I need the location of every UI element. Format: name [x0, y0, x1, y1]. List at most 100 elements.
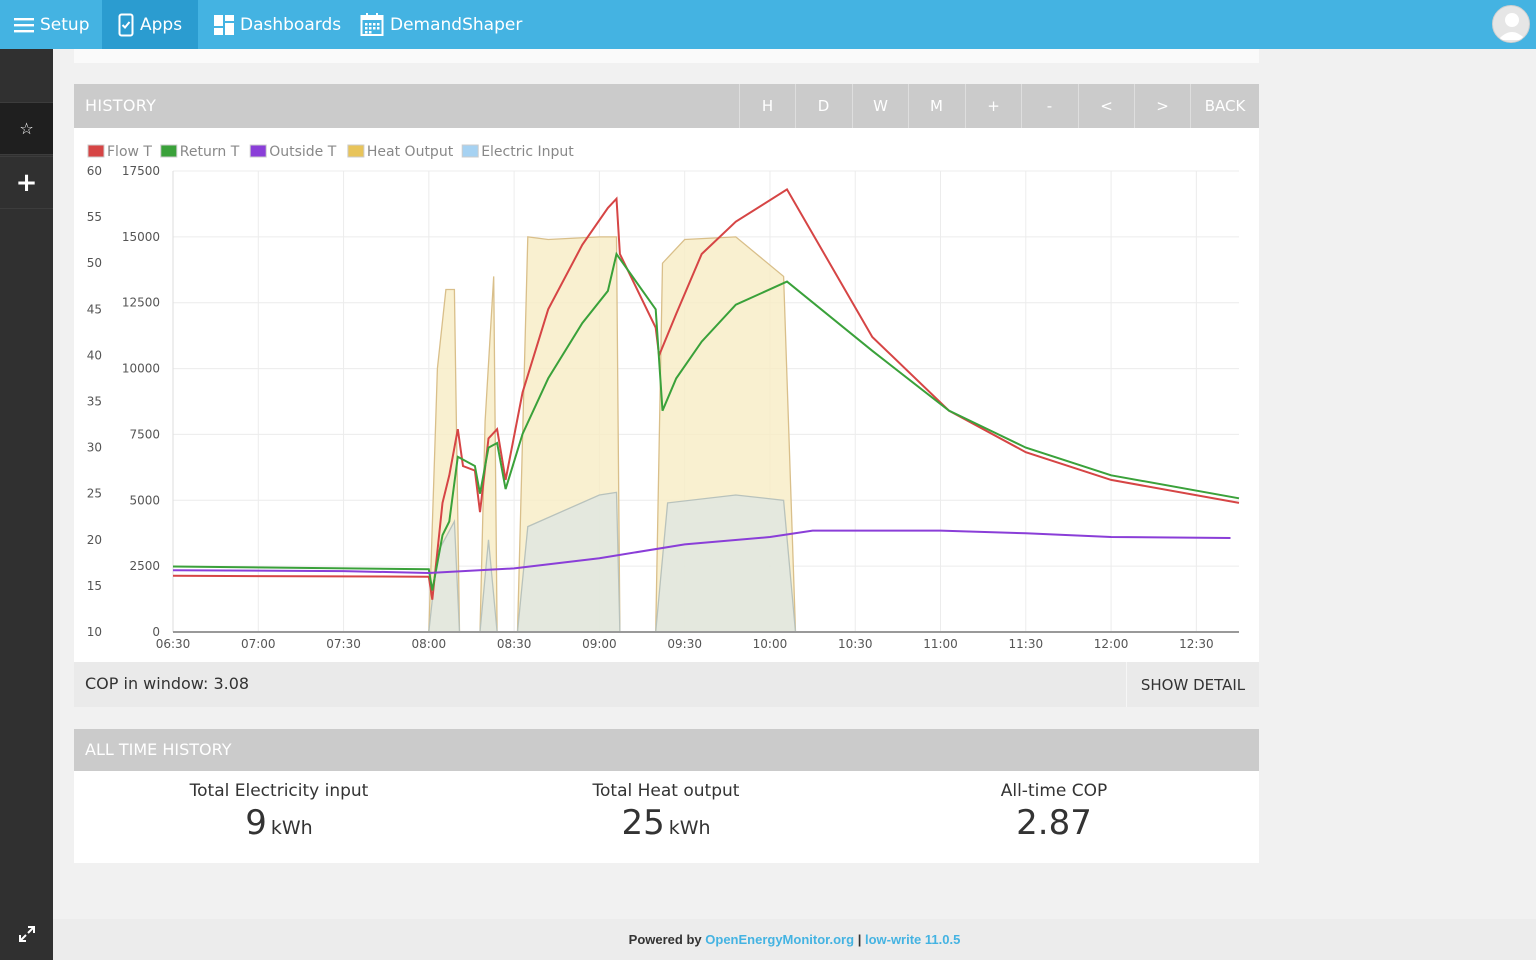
- nav-setup[interactable]: Setup: [14, 0, 89, 49]
- x-tick-label: 09:00: [582, 637, 617, 651]
- y-left-tick-label: 40: [87, 348, 102, 362]
- nav-dashboards[interactable]: Dashboards: [214, 0, 341, 49]
- y-left-tick-label: 30: [87, 441, 102, 455]
- y-left-tick-label: 15: [87, 579, 102, 593]
- legend-label: Flow T: [107, 144, 152, 160]
- show-detail-button[interactable]: SHOW DETAIL: [1126, 662, 1259, 707]
- week-button[interactable]: W: [852, 84, 908, 128]
- x-tick-label: 10:00: [753, 637, 788, 651]
- add-button[interactable]: +: [0, 156, 53, 209]
- top-navbar: Setup Apps Dashboards DemandShaper: [0, 0, 1536, 49]
- y-right-tick-label: 17500: [122, 164, 160, 178]
- sidebar: ☆ +: [0, 49, 53, 960]
- x-tick-label: 07:30: [326, 637, 361, 651]
- stat-electricity-unit: kWh: [270, 817, 313, 839]
- nav-apps-label: Apps: [140, 14, 183, 35]
- top-strip: [74, 49, 1259, 63]
- legend-label: Heat Output: [367, 144, 454, 160]
- x-tick-label: 07:00: [241, 637, 276, 651]
- legend-swatch: [249, 144, 267, 158]
- y-left-tick-label: 45: [87, 302, 102, 316]
- pan-right-button[interactable]: >: [1134, 84, 1190, 128]
- favourite-button[interactable]: ☆: [0, 102, 53, 155]
- x-tick-label: 11:00: [923, 637, 958, 651]
- stat-cop-value: 2.87: [1016, 803, 1092, 843]
- history-chart[interactable]: 06:30 07:00 07:30 08:00 08:30 09:00 09:30 10:00…: [74, 128, 1259, 662]
- y-left-tick-label: 55: [87, 210, 102, 224]
- legend-label: Electric Input: [481, 144, 574, 160]
- stat-electricity: Total Electricity input 9 kWh: [129, 781, 429, 843]
- stat-heat: Total Heat output 25 kWh: [516, 781, 816, 843]
- footer: Powered by OpenEnergyMonitor.org | low-w…: [53, 919, 1536, 960]
- tablet-icon: [118, 13, 134, 36]
- cop-in-window: COP in window: 3.08: [85, 674, 250, 693]
- alltime-body: Total Electricity input 9 kWh Total Heat …: [74, 771, 1259, 863]
- avatar[interactable]: [1492, 5, 1530, 43]
- alltime-header: ALL TIME HISTORY: [74, 729, 1259, 771]
- alltime-title: ALL TIME HISTORY: [85, 740, 232, 759]
- y-left-tick-label: 60: [87, 164, 102, 178]
- stat-electricity-value: 9: [245, 803, 267, 843]
- stat-electricity-label: Total Electricity input: [189, 781, 369, 801]
- y-right-tick-label: 0: [152, 625, 160, 639]
- stat-cop-label: All-time COP: [1000, 781, 1108, 801]
- x-tick-label: 08:00: [412, 637, 447, 651]
- footer-text: Powered by OpenEnergyMonitor.org | low-w…: [53, 932, 1536, 947]
- y-left-tick-label: 20: [87, 533, 102, 547]
- return-t-line: [172, 251, 1240, 591]
- back-button[interactable]: BACK: [1190, 84, 1259, 128]
- y-left-tick-label: 35: [87, 395, 102, 409]
- calendar-icon: [360, 12, 384, 36]
- history-header: HISTORY H D W M + - < > BACK: [74, 84, 1259, 128]
- dashboard-icon: [214, 14, 234, 35]
- nav-demandshaper[interactable]: DemandShaper: [360, 0, 522, 49]
- nav-setup-label: Setup: [40, 14, 90, 35]
- pan-left-button[interactable]: <: [1078, 84, 1134, 128]
- plus-icon: +: [15, 167, 38, 198]
- y-left-tick-label: 10: [87, 625, 102, 639]
- zoom-out-button[interactable]: -: [1021, 84, 1077, 128]
- expand-icon: [18, 925, 35, 942]
- chart-svg: 06:30 07:00 07:30 08:00 08:30 09:00 09:30 10:00…: [87, 144, 1240, 651]
- hour-button[interactable]: H: [739, 84, 795, 128]
- legend-swatch: [160, 144, 178, 158]
- electric-input-line: [173, 491, 1239, 633]
- legend-label: Outside T: [269, 144, 337, 160]
- legend-swatch: [87, 144, 105, 158]
- x-tick-label: 11:30: [1009, 637, 1044, 651]
- y-right-tick-label: 2500: [129, 559, 160, 573]
- day-button[interactable]: D: [795, 84, 851, 128]
- footer-link[interactable]: OpenEnergyMonitor.org: [705, 932, 855, 947]
- stat-heat-value: 25: [621, 803, 665, 843]
- x-tick-label: 09:30: [667, 637, 702, 651]
- y-left-tick-label: 25: [87, 487, 102, 501]
- x-tick-label: 12:30: [1179, 637, 1214, 651]
- nav-dashboards-label: Dashboards: [240, 14, 342, 35]
- y-left-tick-label: 50: [87, 256, 102, 270]
- legend-swatch: [461, 144, 479, 158]
- legend-label: Return T: [180, 144, 240, 160]
- stat-heat-unit: kWh: [668, 817, 711, 839]
- x-tick-label: 12:00: [1094, 637, 1129, 651]
- y-right-tick-label: 7500: [129, 427, 160, 441]
- footer-version[interactable]: low-write 11.0.5: [864, 932, 961, 947]
- zoom-in-button[interactable]: +: [965, 84, 1021, 128]
- outside-t-line: [172, 529, 1231, 575]
- flow-t-line: [172, 187, 1240, 600]
- y-right-tick-label: 5000: [129, 493, 160, 507]
- month-button[interactable]: M: [908, 84, 964, 128]
- nav-apps[interactable]: Apps: [102, 0, 198, 49]
- nav-demandshaper-label: DemandShaper: [390, 14, 523, 35]
- fullscreen-button[interactable]: [0, 907, 53, 960]
- history-title: HISTORY: [85, 96, 157, 115]
- y-right-tick-label: 10000: [122, 362, 160, 376]
- star-icon: ☆: [19, 119, 34, 138]
- y-right-tick-label: 15000: [122, 230, 160, 244]
- x-tick-label: 06:30: [156, 637, 191, 651]
- stat-heat-label: Total Heat output: [592, 781, 740, 801]
- x-tick-label: 10:30: [838, 637, 873, 651]
- legend-swatch: [347, 144, 365, 158]
- user-icon: [1498, 13, 1526, 40]
- x-tick-label: 08:30: [497, 637, 532, 651]
- electric-input-area: [173, 492, 1239, 632]
